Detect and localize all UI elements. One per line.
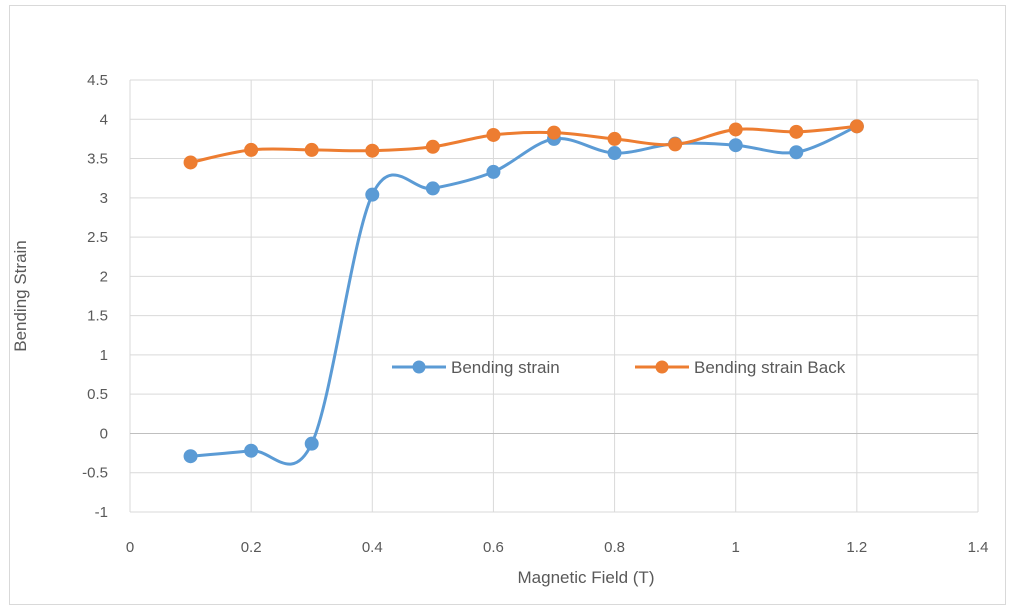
data-point	[728, 122, 743, 137]
x-tick-label: 1.4	[968, 539, 989, 556]
legend-label: Bending strain Back	[694, 358, 846, 377]
series-1	[183, 119, 864, 170]
data-point	[304, 142, 319, 157]
data-point	[365, 143, 380, 158]
data-point	[365, 187, 380, 202]
data-point	[728, 138, 743, 153]
data-point	[425, 139, 440, 154]
series-0	[183, 119, 864, 466]
x-tick-label: 0	[126, 539, 134, 556]
x-tick-label: 1	[732, 539, 740, 556]
data-point	[244, 443, 259, 458]
data-point	[304, 436, 319, 451]
legend-swatch-marker	[412, 360, 426, 374]
y-tick-label: 2	[100, 268, 108, 285]
data-point	[183, 155, 198, 170]
data-point	[183, 449, 198, 464]
x-tick-label: 1.2	[846, 539, 867, 556]
series-line	[190, 124, 858, 466]
y-tick-label: 0.5	[87, 386, 108, 403]
data-point	[486, 127, 501, 142]
data-point	[547, 125, 561, 140]
y-tick-label: 3.5	[87, 151, 108, 168]
y-tick-label: 1	[100, 347, 108, 364]
data-point	[789, 145, 804, 160]
y-tick-label: 4	[100, 111, 108, 128]
y-tick-label: -1	[95, 504, 108, 521]
x-tick-label: 0.8	[604, 539, 625, 556]
y-tick-label: -0.5	[82, 465, 108, 482]
x-tick-label: 0.2	[241, 539, 262, 556]
y-tick-label: 0	[100, 425, 108, 442]
y-axis-title: Bending Strain	[11, 240, 30, 352]
data-point	[425, 181, 440, 196]
data-point	[486, 164, 501, 179]
y-tick-label: 4.5	[87, 72, 108, 89]
chart-frame	[9, 5, 1006, 605]
y-tick-label: 3	[100, 190, 108, 207]
data-point	[789, 124, 804, 139]
data-point	[849, 119, 864, 134]
x-tick-label: 0.4	[362, 539, 383, 556]
axes: 0 0.2 0.4 0.6 0.8 1 1.2 1.4 4.5 4 3.5 3 2.5 2 1.5 1 0.5 0…	[82, 72, 988, 556]
x-tick-label: 0.6	[483, 539, 504, 556]
data-point	[607, 131, 622, 146]
y-tick-label: 1.5	[87, 308, 108, 325]
data-point	[244, 142, 259, 157]
data-point	[668, 137, 683, 152]
legend-label: Bending strain	[451, 358, 560, 377]
series-layer	[183, 119, 864, 466]
series-line	[190, 124, 857, 164]
x-axis-title: Magnetic Field (T)	[518, 568, 655, 587]
data-point	[607, 146, 622, 161]
legend-swatch-marker	[655, 360, 669, 374]
legend: Bending strain Bending strain Back	[392, 358, 846, 377]
y-tick-label: 2.5	[87, 229, 108, 246]
